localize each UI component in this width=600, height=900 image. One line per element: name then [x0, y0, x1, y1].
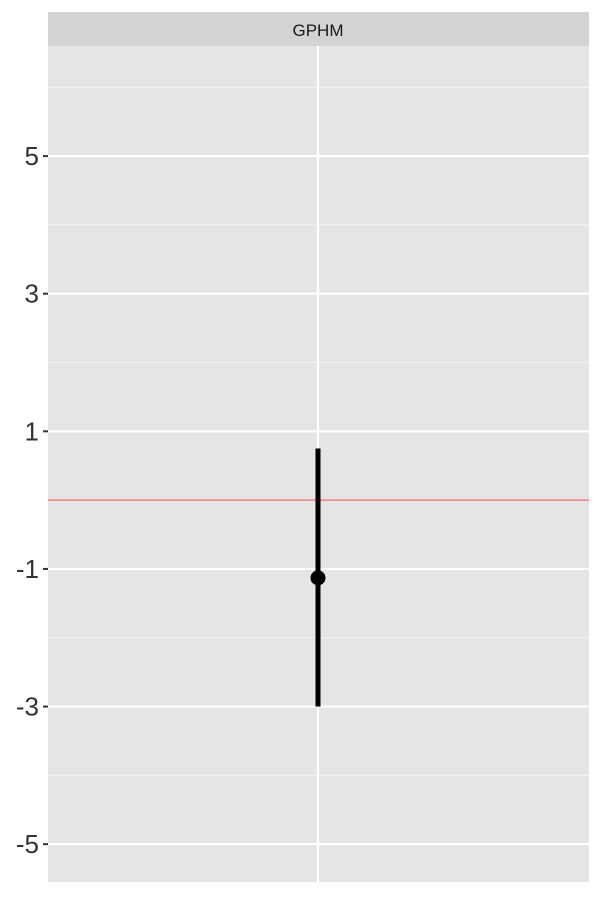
- y-tick-label: 3: [25, 279, 39, 309]
- y-tick-label: -3: [16, 692, 39, 722]
- y-tick-label: -5: [16, 829, 39, 859]
- strip-background: [48, 12, 589, 46]
- point-estimate: [310, 570, 326, 586]
- y-tick-label: -1: [16, 554, 39, 584]
- facet-strip-label: GPHM: [293, 21, 344, 40]
- y-tick-label: 1: [25, 416, 39, 446]
- data-marks: [310, 448, 326, 707]
- y-tick-label: 5: [25, 141, 39, 171]
- y-axis: 5 3 1 -1 -3 -5: [16, 141, 48, 859]
